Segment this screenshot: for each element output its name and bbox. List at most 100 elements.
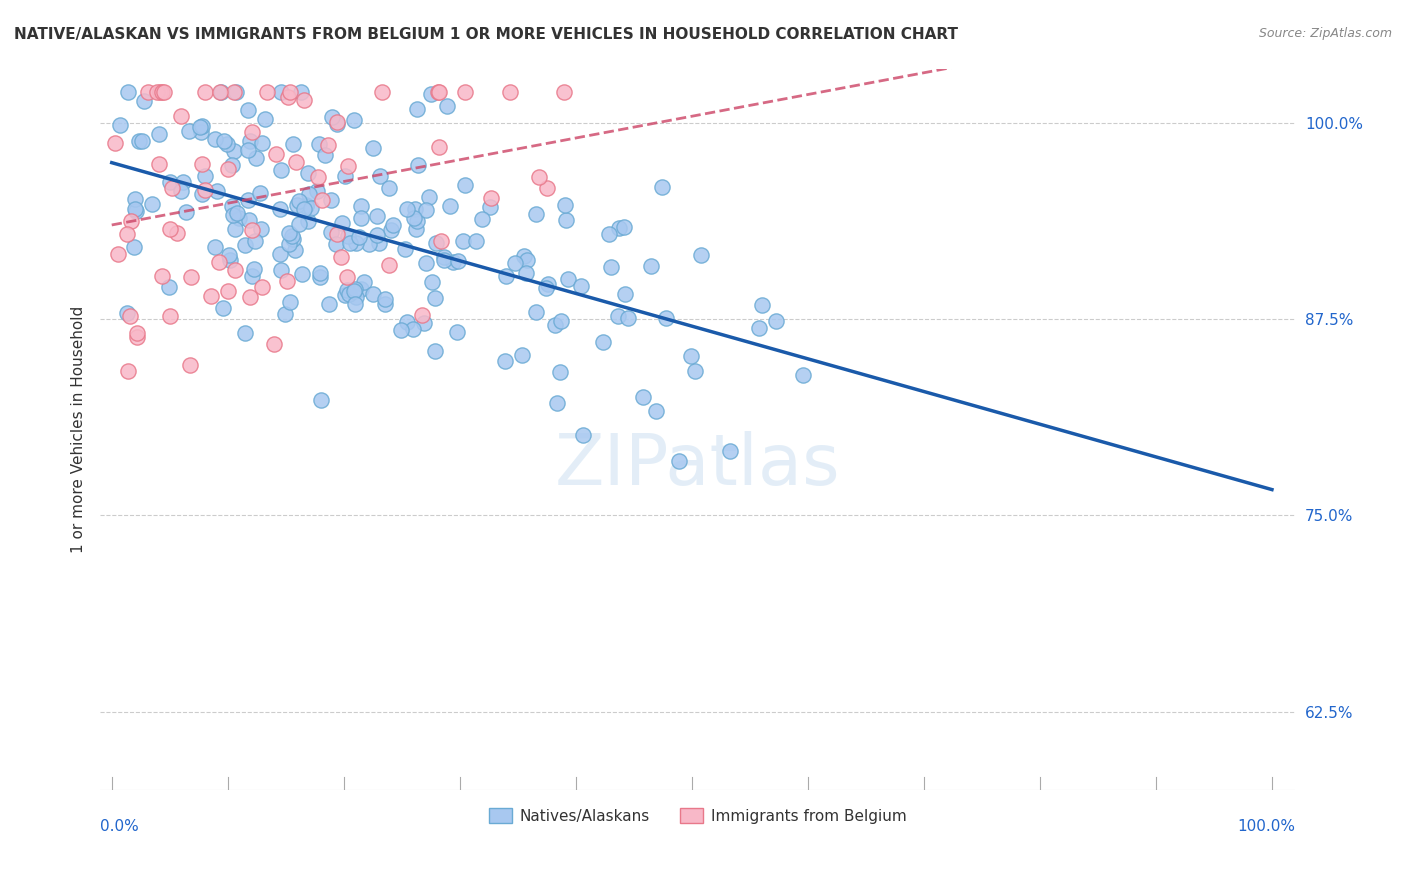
Point bbox=[343, 296, 366, 310]
Point bbox=[311, 193, 333, 207]
Point bbox=[366, 209, 388, 223]
Point bbox=[218, 248, 240, 262]
Point bbox=[309, 266, 332, 280]
Point bbox=[353, 275, 375, 289]
Point bbox=[436, 99, 458, 113]
Point bbox=[389, 323, 412, 337]
Point bbox=[413, 316, 436, 330]
Point bbox=[174, 205, 197, 219]
Point bbox=[148, 157, 170, 171]
Point bbox=[344, 235, 367, 250]
Point bbox=[212, 135, 235, 149]
Point bbox=[524, 305, 547, 319]
Point bbox=[159, 175, 181, 189]
Point bbox=[503, 256, 526, 270]
Point bbox=[278, 227, 301, 241]
Point bbox=[204, 132, 226, 146]
Point bbox=[326, 117, 349, 131]
Point bbox=[190, 157, 212, 171]
Point bbox=[332, 217, 354, 231]
Point bbox=[254, 112, 277, 126]
Point bbox=[555, 213, 578, 227]
Point bbox=[690, 248, 713, 262]
Point bbox=[311, 393, 333, 408]
Point bbox=[281, 232, 304, 246]
Point bbox=[239, 290, 262, 304]
Point bbox=[233, 326, 256, 340]
Point bbox=[339, 287, 361, 301]
Point bbox=[284, 243, 307, 257]
Point bbox=[150, 85, 173, 99]
Point bbox=[124, 192, 146, 206]
Point bbox=[308, 270, 330, 285]
Point bbox=[406, 158, 429, 172]
Point bbox=[446, 254, 468, 268]
Point bbox=[290, 85, 312, 99]
Point bbox=[606, 309, 628, 323]
Point bbox=[350, 282, 373, 296]
Point bbox=[599, 260, 621, 275]
Point bbox=[350, 199, 373, 213]
Point bbox=[277, 90, 299, 104]
Point bbox=[299, 201, 322, 215]
Point bbox=[128, 134, 150, 148]
Text: ZIPatlas: ZIPatlas bbox=[555, 431, 841, 500]
Point bbox=[222, 208, 245, 222]
Point bbox=[224, 85, 246, 99]
Point bbox=[276, 274, 298, 288]
Point bbox=[291, 267, 314, 281]
Point bbox=[536, 281, 558, 295]
Point bbox=[425, 236, 447, 251]
Point bbox=[120, 309, 142, 323]
Point bbox=[765, 314, 787, 328]
Point bbox=[515, 266, 537, 280]
Point bbox=[464, 234, 486, 248]
Point bbox=[245, 234, 267, 248]
Point bbox=[343, 284, 366, 298]
Point bbox=[131, 134, 153, 148]
Point bbox=[120, 214, 142, 228]
Point bbox=[681, 349, 703, 363]
Point bbox=[402, 321, 425, 335]
Point bbox=[292, 93, 315, 107]
Y-axis label: 1 or more Vehicles in Household: 1 or more Vehicles in Household bbox=[72, 306, 86, 553]
Point bbox=[396, 315, 419, 329]
Point bbox=[495, 269, 517, 284]
Point bbox=[471, 211, 494, 226]
Point bbox=[162, 181, 184, 195]
Point bbox=[349, 230, 371, 244]
Point bbox=[411, 308, 433, 322]
Point bbox=[420, 275, 443, 289]
Point bbox=[149, 85, 172, 99]
Point bbox=[170, 109, 193, 123]
Point bbox=[270, 163, 292, 178]
Point bbox=[224, 222, 246, 236]
Point bbox=[226, 206, 249, 220]
Point bbox=[250, 280, 273, 294]
Text: Source: ZipAtlas.com: Source: ZipAtlas.com bbox=[1258, 27, 1392, 40]
Point bbox=[792, 368, 814, 382]
Point bbox=[200, 289, 222, 303]
Point bbox=[683, 364, 706, 378]
Point bbox=[336, 283, 359, 297]
Point bbox=[292, 202, 315, 217]
Point bbox=[553, 85, 575, 99]
Point bbox=[314, 148, 336, 162]
Point bbox=[194, 183, 217, 197]
Point bbox=[655, 311, 678, 326]
Point bbox=[294, 199, 316, 213]
Point bbox=[264, 147, 287, 161]
Point bbox=[152, 85, 174, 99]
Point bbox=[308, 169, 330, 184]
Point bbox=[159, 310, 181, 324]
Point bbox=[668, 454, 690, 468]
Point bbox=[499, 85, 522, 99]
Point bbox=[378, 258, 401, 272]
Point bbox=[224, 263, 246, 277]
Point bbox=[325, 236, 347, 251]
Point bbox=[368, 169, 391, 183]
Point bbox=[127, 330, 149, 344]
Point bbox=[344, 290, 367, 304]
Point bbox=[270, 85, 292, 99]
Point bbox=[343, 113, 366, 128]
